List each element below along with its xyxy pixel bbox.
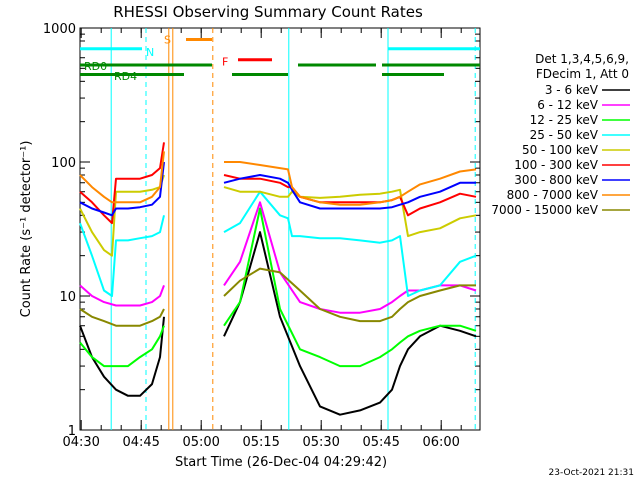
series-line	[223, 186, 477, 238]
legend-entry-label: 800 - 7000 keV	[507, 188, 599, 202]
x-tick-label: 05:30	[302, 435, 339, 450]
legend-entry-label: 50 - 100 keV	[522, 143, 599, 157]
x-tick-label: 05:00	[182, 435, 219, 450]
plot-frame	[79, 27, 481, 431]
x-tick-label: 04:30	[62, 435, 99, 450]
series-line	[223, 231, 477, 416]
series-line	[79, 151, 165, 204]
flag-label-n: N	[146, 46, 154, 59]
series-line	[79, 308, 165, 327]
legend: Det 1,3,4,5,6,9,FDecim 1, Att 0 3 - 6 keV…	[491, 52, 630, 217]
series-line	[79, 142, 165, 225]
legend-entry-label: 7000 - 15000 keV	[491, 203, 598, 217]
series-8	[79, 267, 476, 327]
legend-entry-label: 6 - 12 keV	[537, 98, 599, 112]
series-line	[79, 325, 165, 368]
y-tick-label: 1	[68, 424, 76, 439]
series-line	[79, 161, 165, 217]
x-tick-label: 05:45	[362, 435, 399, 450]
timestamp-footer: 23-Oct-2021 21:31	[548, 468, 634, 478]
x-tick-label: 06:00	[422, 435, 459, 450]
plot-area: 1 10 100 1000 04:30 04:45 05:00 05:15 05:30 05:45…	[43, 22, 481, 450]
series-line	[223, 190, 477, 297]
x-axis-label: Start Time (26-Dec-04 04:29:42)	[175, 455, 387, 470]
series-3	[79, 190, 477, 297]
series-line	[224, 161, 477, 206]
legend-entry-label: 3 - 6 keV	[545, 83, 599, 97]
series-6	[79, 161, 476, 217]
series-line	[79, 316, 165, 397]
y-tick-label: 100	[51, 156, 76, 171]
x-tick-label: 05:15	[242, 435, 279, 450]
flag-label-rd4: RD4	[114, 70, 137, 83]
series-7	[79, 151, 477, 206]
series-line	[79, 284, 165, 307]
legend-header: Det 1,3,4,5,6,9,	[535, 52, 629, 66]
legend-entry-label: 100 - 300 keV	[514, 158, 598, 172]
chart-title: RHESSI Observing Summary Count Rates	[113, 3, 423, 21]
series-line	[79, 215, 165, 297]
series-line	[223, 174, 476, 210]
flag-label-rd0: RD0	[84, 60, 107, 73]
series-line	[223, 267, 476, 323]
legend-entry-label: 12 - 25 keV	[530, 113, 599, 127]
legend-entry-label: 300 - 800 keV	[514, 173, 598, 187]
series-line	[223, 174, 477, 217]
y-tick-label: 1000	[43, 22, 76, 37]
legend-header: FDecim 1, Att 0	[536, 67, 629, 81]
series-line	[223, 207, 477, 368]
legend-entry-label: 25 - 50 keV	[530, 128, 599, 142]
series-5	[79, 142, 477, 225]
series-0	[79, 231, 477, 416]
y-tick-label: 10	[59, 290, 76, 305]
x-tick-label: 04:45	[122, 435, 159, 450]
series-2	[79, 207, 477, 368]
y-axis-label: Count Rate (s⁻¹ detector⁻¹)	[19, 141, 34, 318]
series-line	[79, 174, 165, 257]
series-4	[79, 174, 477, 257]
flag-label-f: F	[222, 56, 228, 69]
flag-label-s: S	[164, 34, 171, 47]
